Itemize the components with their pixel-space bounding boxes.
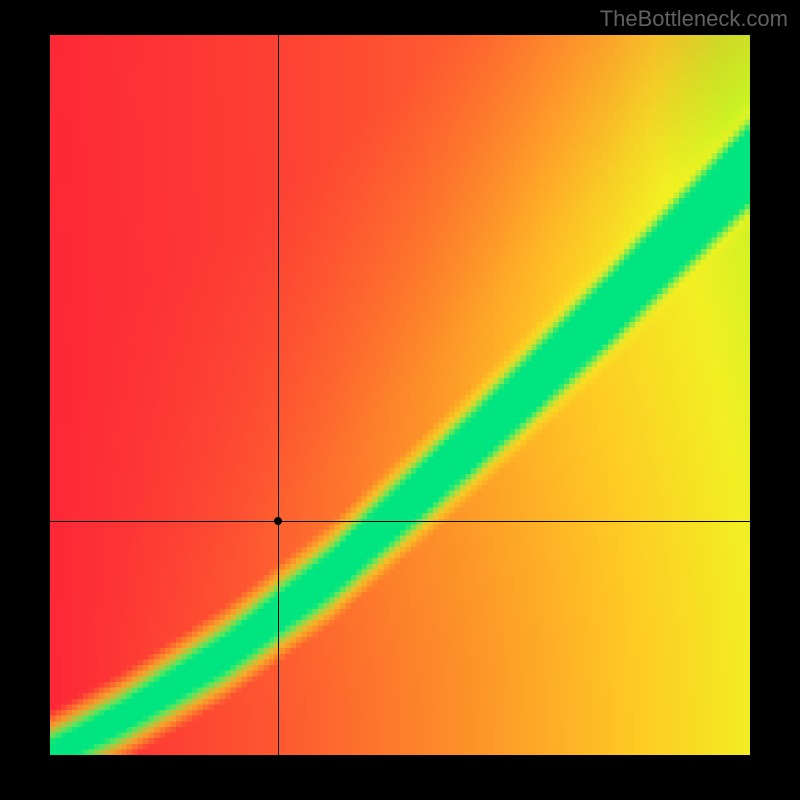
watermark-text: TheBottleneck.com [600,6,788,32]
crosshair-horizontal [50,521,750,522]
crosshair-vertical [278,35,279,755]
crosshair-marker [274,517,282,525]
heatmap-plot [50,35,750,755]
heatmap-canvas [50,35,750,755]
chart-container: TheBottleneck.com [0,0,800,800]
